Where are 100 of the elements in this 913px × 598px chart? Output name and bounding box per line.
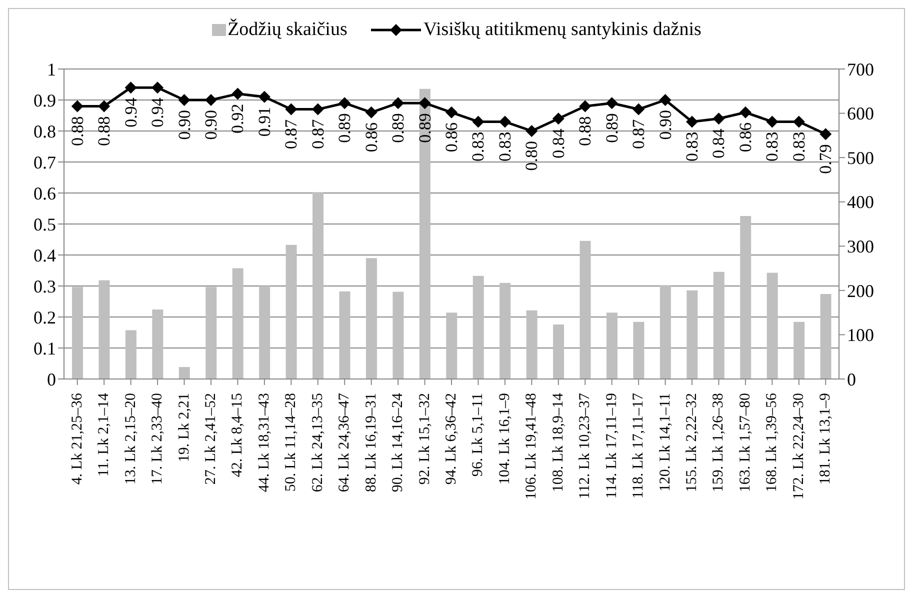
x-tick-label: 112. Lk 10,23–37	[577, 392, 594, 500]
y-tick-label: 0.2	[34, 307, 56, 328]
x-tick-label: 88. Lk 16,19–31	[363, 393, 380, 492]
point	[124, 82, 137, 94]
y-tick-label: 0.3	[34, 276, 56, 296]
point	[338, 97, 351, 110]
point	[71, 100, 84, 112]
y2-tick-label: 700	[847, 59, 874, 80]
point	[446, 106, 458, 118]
x-tick-label: 4. Lk 21,25–36	[69, 392, 86, 485]
data-label: 0.89	[388, 113, 408, 143]
point	[392, 97, 404, 110]
x-tick-label: 64. Lk 24,36–47	[336, 392, 353, 492]
x-tick-label: 44. Lk 18,31–43	[256, 393, 272, 492]
point	[552, 112, 564, 125]
y2-tick-label: 300	[847, 236, 874, 257]
x-tick-label: 94. Lk 6,36–42	[444, 393, 460, 485]
y2-tick-label: 100	[847, 325, 874, 346]
y2-tick-label: 400	[847, 192, 874, 212]
data-label: 0.89	[335, 113, 354, 143]
point	[258, 90, 270, 103]
x-tick-label: 104. Lk 16,1–9	[496, 393, 513, 485]
x-tick-label: 155. Lk 2,22–32	[684, 393, 700, 492]
bar	[366, 258, 377, 379]
point	[178, 94, 190, 106]
x-tick-label: 27. Lk 2,41–52	[202, 393, 219, 485]
x-tick-label: 114. Lk 17,11–19	[604, 393, 620, 499]
data-label: 0.87	[282, 118, 301, 150]
point	[686, 116, 698, 128]
y-tick-label: 0.5	[34, 214, 56, 234]
point	[632, 103, 645, 116]
data-label: 0.92	[228, 104, 248, 134]
x-tick-label: 159. Lk 1,26–38	[710, 393, 727, 492]
legend-label: Žodžių skaičius	[228, 19, 348, 41]
x-tick-label: 163. Lk 1,57–80	[737, 393, 754, 492]
data-label: 0.86	[736, 122, 755, 152]
bar	[553, 324, 564, 379]
bar	[713, 272, 724, 379]
x-tick-label: 50. Lk 11,14–28	[283, 393, 300, 492]
bar	[259, 286, 270, 379]
x-tick-label: 62. Lk 24,13–35	[310, 393, 326, 492]
y-tick-label: 0.9	[34, 90, 56, 110]
bar	[286, 244, 297, 379]
point	[792, 116, 805, 128]
data-label: 0.89	[415, 113, 434, 143]
point	[152, 82, 164, 94]
y2-tick-label: 500	[847, 148, 874, 168]
data-label: 0.88	[576, 116, 595, 146]
point	[204, 94, 217, 106]
point	[232, 88, 244, 100]
y-tick-label: 0.8	[34, 121, 56, 142]
x-tick-label: 42. Lk 8,4–15	[230, 393, 246, 478]
data-label: 0.89	[602, 113, 622, 143]
bar	[446, 312, 458, 379]
data-label: 0.87	[308, 118, 328, 150]
point	[766, 116, 778, 128]
bar	[606, 312, 618, 379]
bar	[686, 290, 698, 379]
point	[498, 116, 511, 128]
bar	[766, 272, 778, 379]
data-label: 0.83	[789, 132, 808, 162]
x-tick-label: 96. Lk 5,1–11	[470, 393, 486, 477]
bar	[526, 310, 538, 379]
x-tick-label: 11. Lk 2,1–14	[96, 392, 112, 477]
bar	[178, 367, 190, 379]
point	[312, 103, 324, 116]
x-tick-label: 181. Lk 13,1–9	[818, 393, 834, 485]
y-tick-label: 1	[47, 59, 56, 80]
bar	[232, 268, 244, 379]
bar	[660, 285, 671, 379]
data-label: 0.83	[762, 132, 782, 162]
data-label: 0.94	[121, 97, 140, 128]
bar	[580, 240, 591, 379]
bar	[392, 292, 404, 379]
x-tick-label: 17. Lk 2,33–40	[150, 393, 166, 485]
bar	[339, 291, 350, 379]
data-label: 0.83	[468, 132, 488, 162]
y-tick-label: 0.1	[34, 338, 56, 358]
point	[712, 112, 725, 125]
data-label: 0.88	[68, 116, 87, 146]
x-tick-label: 19. Lk 2,21	[176, 393, 192, 462]
data-label: 0.94	[148, 97, 168, 128]
x-tick-label: 92. Lk 15,1–32	[416, 393, 433, 485]
data-label: 0.90	[174, 110, 194, 140]
x-tick-label: 106. Lk 19,41–48	[524, 393, 540, 500]
x-tick-label: 13. Lk 2,15–20	[122, 393, 139, 485]
bar	[72, 286, 83, 379]
y-tick-label: 0.7	[34, 152, 56, 172]
point	[418, 97, 431, 110]
x-tick-label: 168. Lk 1,39–56	[764, 392, 780, 492]
y-tick-label: 0.6	[34, 183, 56, 204]
bar	[794, 322, 805, 379]
bar	[472, 276, 484, 379]
y-tick-label: 0	[47, 369, 56, 390]
bar	[125, 330, 136, 379]
x-tick-label: 120. Lk 14,1–11	[657, 393, 674, 492]
data-label: 0.84	[548, 128, 568, 158]
y-tick-label: 0.4	[34, 245, 56, 266]
legend-label: Visiškų atitikmenų santykinis dažnis	[423, 19, 702, 41]
x-tick-label: 108. Lk 18,9–14	[550, 392, 566, 492]
